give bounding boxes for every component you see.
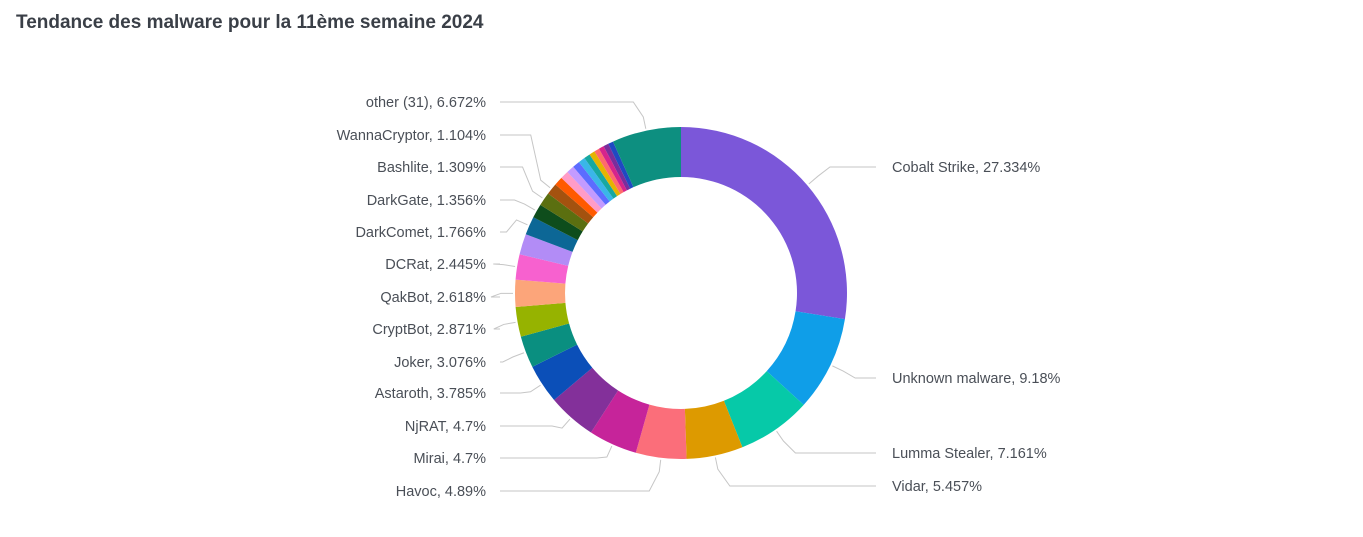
label-unknown-malware: Unknown malware, 9.18%: [892, 371, 1061, 387]
leader-qakbot: [490, 292, 514, 298]
label-qakbot: QakBot, 2.618%: [380, 290, 486, 306]
slice-dcrat[interactable]: [515, 254, 569, 284]
leader-dcrat: [493, 263, 516, 268]
label-mirai: Mirai, 4.7%: [413, 451, 486, 467]
slice-other-31[interactable]: [612, 127, 681, 188]
leader-bashlite: [500, 166, 543, 199]
leader-joker: [500, 352, 525, 363]
label-joker: Joker, 3.076%: [394, 355, 486, 371]
slice-bashlite[interactable]: [540, 193, 589, 232]
label-njrat: NjRAT, 4.7%: [405, 419, 486, 435]
leader-vidar: [714, 457, 876, 487]
slice-mirai[interactable]: [590, 390, 650, 453]
slice-unlabeled-10[interactable]: [598, 146, 627, 193]
label-lumma-stealer: Lumma Stealer, 7.161%: [892, 446, 1047, 462]
label-darkgate: DarkGate, 1.356%: [367, 193, 486, 209]
leader-havoc: [500, 459, 662, 492]
leader-cryptbot: [493, 321, 516, 330]
leader-darkgate: [500, 199, 536, 211]
slice-unlabeled-3[interactable]: [561, 172, 602, 213]
slice-darkgate[interactable]: [533, 204, 583, 241]
slice-unknown-malware[interactable]: [766, 311, 845, 405]
slice-havoc[interactable]: [635, 404, 687, 459]
slice-cobalt-strike[interactable]: [681, 127, 847, 320]
label-cobalt-strike: Cobalt Strike, 27.334%: [892, 160, 1040, 176]
slice-lumma-stealer[interactable]: [723, 371, 804, 448]
donut-slices: [514, 127, 847, 459]
slice-unlabeled-12[interactable]: [608, 141, 634, 189]
slice-unlabeled-7[interactable]: [584, 154, 618, 199]
label-havoc: Havoc, 4.89%: [396, 484, 486, 500]
leader-unknown-malware: [832, 365, 876, 379]
slice-unlabeled-8[interactable]: [589, 151, 621, 197]
label-astaroth: Astaroth, 3.785%: [375, 386, 486, 402]
slice-qakbot[interactable]: [514, 279, 566, 308]
leader-lumma-stealer: [776, 430, 876, 454]
slice-astaroth[interactable]: [532, 344, 593, 400]
slice-unlabeled-11[interactable]: [603, 143, 631, 191]
slice-cryptbot[interactable]: [515, 302, 570, 337]
label-wannacryptor: WannaCryptor, 1.104%: [337, 128, 486, 144]
label-darkcomet: DarkComet, 1.766%: [355, 225, 486, 241]
label-vidar: Vidar, 5.457%: [892, 479, 982, 495]
leader-astaroth: [500, 384, 541, 394]
leader-mirai: [500, 445, 613, 459]
leader-darkcomet: [500, 219, 528, 233]
slice-njrat[interactable]: [554, 367, 619, 433]
slice-unlabeled-2[interactable]: [555, 177, 598, 218]
label-cryptbot: CryptBot, 2.871%: [372, 322, 486, 338]
label-dcrat: DCRat, 2.445%: [385, 257, 486, 273]
slice-darkcomet[interactable]: [525, 217, 578, 252]
slice-wannacryptor[interactable]: [548, 184, 594, 224]
leader-other-31: [500, 101, 647, 129]
leader-njrat: [500, 418, 571, 429]
leader-lines: [490, 101, 876, 492]
label-other-31: other (31), 6.672%: [366, 95, 486, 111]
slice-unlabeled-4[interactable]: [567, 166, 606, 209]
slice-joker[interactable]: [520, 323, 578, 367]
slice-unlabeled-6[interactable]: [578, 158, 614, 202]
label-bashlite: Bashlite, 1.309%: [377, 160, 486, 176]
leader-wannacryptor: [500, 134, 551, 189]
chart-title: Tendance des malware pour la 11ème semai…: [16, 12, 484, 33]
slice-labels: Cobalt Strike, 27.334% Unknown malware, 9…: [337, 95, 1061, 500]
slice-vidar[interactable]: [684, 400, 743, 459]
slice-unlabeled-1[interactable]: [519, 234, 573, 266]
slice-unlabeled-5[interactable]: [573, 162, 610, 205]
slice-unlabeled-9[interactable]: [594, 148, 624, 195]
leader-cobalt-strike: [808, 166, 876, 185]
